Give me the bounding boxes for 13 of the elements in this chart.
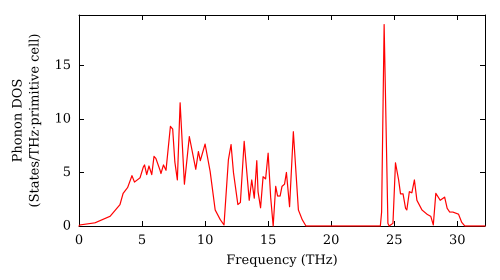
y-tick-label: 0 (62, 218, 71, 234)
x-tick-label: 15 (260, 233, 276, 248)
x-tick-label: 5 (138, 233, 146, 248)
y-tick-label: 15 (54, 58, 71, 73)
x-tick-label: 0 (74, 233, 84, 248)
y-tick-label: 10 (54, 111, 71, 126)
x-tick-label: 10 (196, 233, 214, 248)
x-tick-label: 20 (322, 233, 340, 248)
x-axis-title: Frequency (THz) (226, 252, 338, 268)
y-tick-label: 5 (62, 164, 71, 180)
y-axis-title: Phonon DOS (States/THz·primitive cell) (10, 33, 43, 208)
x-tick-label: 25 (386, 233, 402, 248)
x-tick-label: 30 (448, 233, 466, 248)
